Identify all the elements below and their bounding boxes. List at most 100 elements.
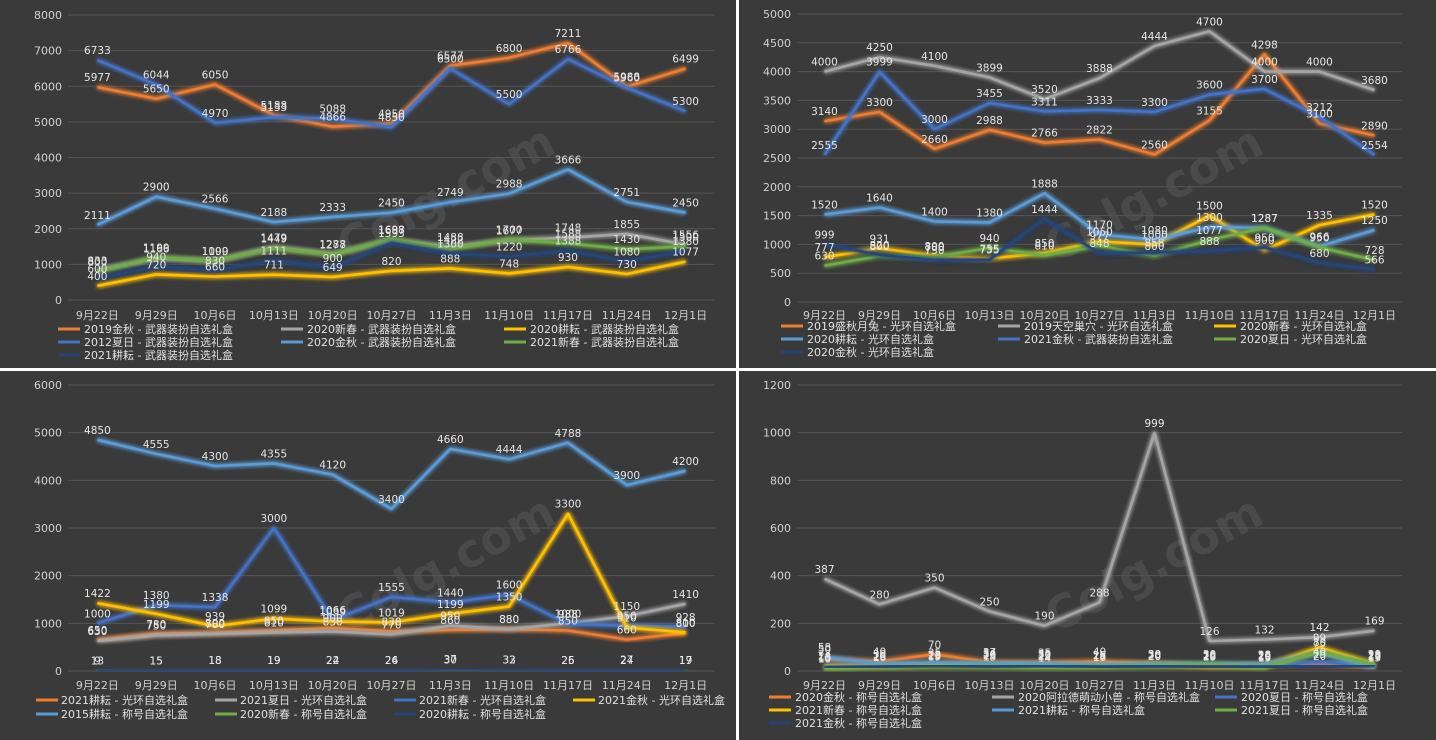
data-label: 3000 (260, 513, 287, 525)
data-label: 22 (326, 655, 339, 667)
data-label: 3900 (613, 470, 640, 482)
data-label: 40 (1093, 646, 1106, 658)
data-label: 30 (1148, 649, 1161, 661)
data-label: 4000 (1251, 57, 1278, 69)
data-label: 126 (1199, 626, 1219, 638)
y-tick-label: 4000 (34, 474, 62, 487)
x-tick-label: 10月20日 (308, 679, 358, 692)
data-label: 4355 (260, 448, 287, 460)
series-line (824, 53, 1375, 156)
y-tick-label: 1200 (763, 379, 791, 392)
data-label: 1077 (1196, 225, 1223, 237)
data-label: 800 (1144, 241, 1164, 253)
data-label: 931 (869, 233, 889, 245)
data-label: 2988 (496, 179, 523, 191)
data-label: 20 (1148, 651, 1161, 663)
data-label: 30 (444, 655, 457, 667)
data-label: 1077 (672, 247, 699, 259)
data-label: 387 (814, 564, 834, 576)
data-label: 30 (1038, 649, 1051, 661)
y-tick-label: 1000 (763, 427, 791, 440)
data-label: 800 (924, 241, 944, 253)
x-tick-label: 11月10日 (1185, 309, 1235, 322)
legend-entry: 2012夏日 - 武器装扮自选礼盒 (84, 335, 233, 349)
data-label: 3300 (1141, 97, 1168, 109)
data-label: 1380 (976, 208, 1003, 220)
data-label: 900 (323, 613, 343, 625)
data-label: 850 (1034, 238, 1054, 250)
series-line (97, 526, 686, 629)
data-label: 4000 (1306, 57, 1333, 69)
data-label: 15 (818, 652, 831, 664)
data-label: 4866 (319, 112, 346, 124)
chart-panel-title-boxes: Colg.com 0 200 400 600 800 1000 1200 9月22日 9月29日 1… (739, 371, 1436, 740)
data-label: 1380 (143, 590, 170, 602)
x-tick-label: 10月20日 (1020, 309, 1070, 322)
data-label: 1080 (1141, 225, 1168, 237)
data-label: 735 (979, 245, 999, 257)
legend-entry: 2020耕耘 - 光环自选礼盒 (807, 332, 934, 346)
series-line (97, 238, 686, 273)
data-label: 3666 (555, 154, 582, 166)
data-label: 37 (983, 647, 996, 659)
x-tick-label: 9月22日 (803, 679, 846, 692)
series-line (97, 41, 686, 128)
data-label: 966 (1309, 231, 1329, 243)
legend-entry: 2020新春 - 光环自选礼盒 (1240, 319, 1367, 333)
data-label: 37 (444, 654, 457, 666)
x-tick-label: 12月1日 (1353, 309, 1396, 322)
data-label: 720 (146, 259, 166, 271)
data-label: 1488 (437, 232, 464, 244)
data-label: 18 (1093, 652, 1106, 664)
legend-entry: 2020新春 - 武器装扮自选礼盒 (307, 322, 456, 336)
y-tick-label: 2500 (763, 152, 791, 165)
y-tick-label: 4000 (34, 152, 62, 165)
data-label: 930 (558, 252, 578, 264)
legend-entry: 2021耕耘 - 武器装扮自选礼盒 (84, 348, 233, 362)
data-label: 132 (1254, 625, 1274, 637)
data-label: 19 (267, 655, 280, 667)
data-label: 10 (818, 654, 831, 666)
data-label: 1888 (1031, 178, 1058, 190)
data-label: 15 (1368, 652, 1381, 664)
data-label: 75 (1313, 638, 1326, 650)
data-label: 950 (617, 611, 637, 623)
data-label: 190 (1034, 611, 1054, 623)
y-tick-label: 1000 (763, 238, 791, 251)
data-label: 50 (818, 644, 831, 656)
data-label: 1250 (1361, 215, 1388, 227)
data-label: 2766 (1031, 128, 1058, 140)
data-label: 600 (87, 264, 107, 276)
data-label: 1277 (319, 240, 346, 252)
data-label: 800 (869, 241, 889, 253)
data-label: 5500 (496, 89, 523, 101)
data-label: 2188 (260, 207, 287, 219)
data-label: 1099 (260, 604, 287, 616)
data-label: 2450 (378, 198, 405, 210)
data-label: 24 (326, 655, 340, 667)
data-label: 24 (818, 650, 832, 662)
data-label: 566 (1364, 254, 1384, 266)
data-label: 660 (617, 625, 637, 637)
data-label: 4970 (202, 108, 229, 120)
data-label: 4000 (811, 57, 838, 69)
y-tick-label: 200 (770, 617, 791, 630)
data-label: 748 (499, 258, 519, 270)
data-label: 9 (94, 656, 101, 668)
y-tick-label: 5000 (34, 427, 62, 440)
data-label: 18 (1258, 652, 1271, 664)
data-label: 1000 (84, 608, 111, 620)
data-label: 928 (676, 612, 696, 624)
series-line (96, 168, 686, 226)
data-label: 1199 (437, 599, 464, 611)
data-label: 40 (873, 646, 886, 658)
data-label: 1050 (1086, 227, 1113, 239)
data-label: 30 (1203, 649, 1216, 661)
data-label: 910 (617, 613, 637, 625)
data-label: 1422 (437, 234, 464, 246)
data-label: 848 (1089, 238, 1109, 250)
legend-entry: 2020新春 - 称号自选礼盒 (240, 707, 367, 721)
data-label: 18 (983, 652, 996, 664)
data-label: 1335 (1306, 210, 1333, 222)
data-label: 17 (1093, 652, 1106, 664)
